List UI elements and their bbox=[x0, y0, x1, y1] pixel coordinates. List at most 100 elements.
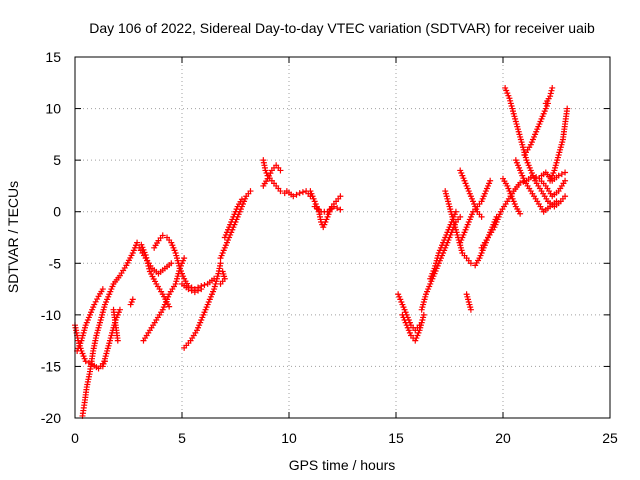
x-tick-label: 25 bbox=[602, 430, 618, 446]
data-point bbox=[201, 281, 208, 288]
data-point bbox=[166, 303, 173, 310]
data-point bbox=[548, 87, 555, 94]
y-tick-labels: -20 -15 -10 -5 0 5 10 15 bbox=[41, 49, 61, 426]
data-point bbox=[116, 306, 123, 313]
data-point bbox=[337, 193, 344, 200]
data-point bbox=[457, 213, 464, 220]
y-tick-label: 5 bbox=[53, 152, 61, 168]
y-tick-label: -15 bbox=[41, 358, 61, 374]
y-tick-label: 10 bbox=[45, 101, 61, 117]
data-point bbox=[547, 93, 554, 100]
data-point bbox=[549, 84, 556, 91]
series-arc-16 bbox=[260, 162, 284, 189]
series-arc-8 bbox=[136, 244, 175, 277]
series-arc-31 bbox=[521, 100, 551, 158]
series-arc-7 bbox=[140, 255, 188, 344]
data-point bbox=[195, 287, 202, 294]
data-point bbox=[330, 203, 337, 210]
data-point bbox=[191, 289, 198, 296]
data-point bbox=[562, 177, 569, 184]
axis-ticks bbox=[74, 56, 611, 419]
series-arc-15 bbox=[260, 157, 288, 197]
series-arc-5 bbox=[110, 306, 121, 344]
data-point bbox=[247, 188, 254, 195]
data-point bbox=[293, 191, 300, 198]
data-point bbox=[290, 193, 297, 200]
data-point bbox=[562, 169, 569, 176]
grid bbox=[75, 57, 610, 418]
data-point bbox=[467, 260, 474, 267]
data-point bbox=[558, 171, 565, 178]
y-tick-label: -5 bbox=[49, 255, 62, 271]
data-point bbox=[334, 205, 341, 212]
series-arc-2 bbox=[79, 239, 173, 419]
series-arc-21 bbox=[399, 311, 427, 344]
series-arc-20 bbox=[395, 291, 423, 334]
series-arc-13 bbox=[217, 188, 254, 262]
series-arc-17 bbox=[283, 188, 314, 200]
data-point bbox=[420, 311, 427, 318]
series-arc-34 bbox=[500, 175, 524, 217]
series-arc-3 bbox=[74, 286, 106, 354]
x-tick-label: 15 bbox=[388, 430, 404, 446]
x-tick-label: 5 bbox=[178, 430, 186, 446]
series-arc-12 bbox=[217, 268, 228, 287]
data-point bbox=[198, 286, 205, 293]
data-point bbox=[555, 172, 562, 179]
x-tick-label: 10 bbox=[281, 430, 297, 446]
y-tick-label: 0 bbox=[53, 204, 61, 220]
data-point bbox=[277, 188, 284, 195]
data-point bbox=[463, 291, 470, 298]
series-arc-10 bbox=[179, 280, 205, 296]
data-point bbox=[296, 190, 303, 197]
x-tick-labels: 0 5 10 15 20 25 bbox=[71, 430, 618, 446]
series-arc-14 bbox=[221, 196, 245, 241]
x-tick-label: 0 bbox=[71, 430, 79, 446]
data-point bbox=[564, 105, 571, 112]
series-arc-18 bbox=[307, 188, 344, 231]
y-axis-label: SDTVAR / TECUs bbox=[5, 181, 21, 293]
data-points bbox=[72, 84, 571, 419]
plot-frame bbox=[74, 56, 611, 419]
data-point bbox=[217, 260, 224, 267]
series-arc-33 bbox=[542, 84, 556, 107]
data-point bbox=[517, 179, 524, 186]
data-point bbox=[114, 337, 121, 344]
series-arc-6 bbox=[127, 296, 136, 308]
data-point bbox=[277, 167, 284, 174]
data-point bbox=[168, 260, 175, 267]
data-point bbox=[94, 296, 101, 303]
x-axis-label: GPS time / hours bbox=[289, 457, 396, 473]
data-point bbox=[99, 286, 106, 293]
data-point bbox=[517, 210, 524, 217]
series-arc-27 bbox=[463, 291, 474, 313]
series-arc-25 bbox=[457, 177, 494, 246]
data-point bbox=[337, 206, 344, 213]
data-point bbox=[185, 286, 192, 293]
data-point bbox=[159, 232, 166, 239]
data-point bbox=[181, 255, 188, 262]
data-point bbox=[188, 287, 195, 294]
data-point bbox=[487, 177, 494, 184]
series-arc-30 bbox=[512, 157, 560, 215]
data-point bbox=[547, 90, 554, 97]
data-point bbox=[127, 301, 134, 308]
chart-title: Day 106 of 2022, Sidereal Day-to-day VTE… bbox=[89, 20, 595, 36]
data-point bbox=[478, 213, 485, 220]
data-point bbox=[553, 198, 560, 205]
y-tick-label: 15 bbox=[45, 49, 61, 65]
data-point bbox=[134, 239, 141, 246]
series-arc-19 bbox=[311, 203, 344, 215]
data-point bbox=[219, 268, 226, 275]
data-point bbox=[238, 196, 245, 203]
data-point bbox=[92, 298, 99, 305]
series-arc-24 bbox=[442, 188, 500, 269]
series-arc-35 bbox=[538, 169, 569, 184]
series-arc-11 bbox=[181, 260, 224, 351]
series-arc-26 bbox=[457, 167, 485, 220]
data-point bbox=[82, 358, 89, 365]
data-point bbox=[562, 193, 569, 200]
series-arc-22 bbox=[418, 213, 464, 313]
data-point bbox=[299, 189, 306, 196]
